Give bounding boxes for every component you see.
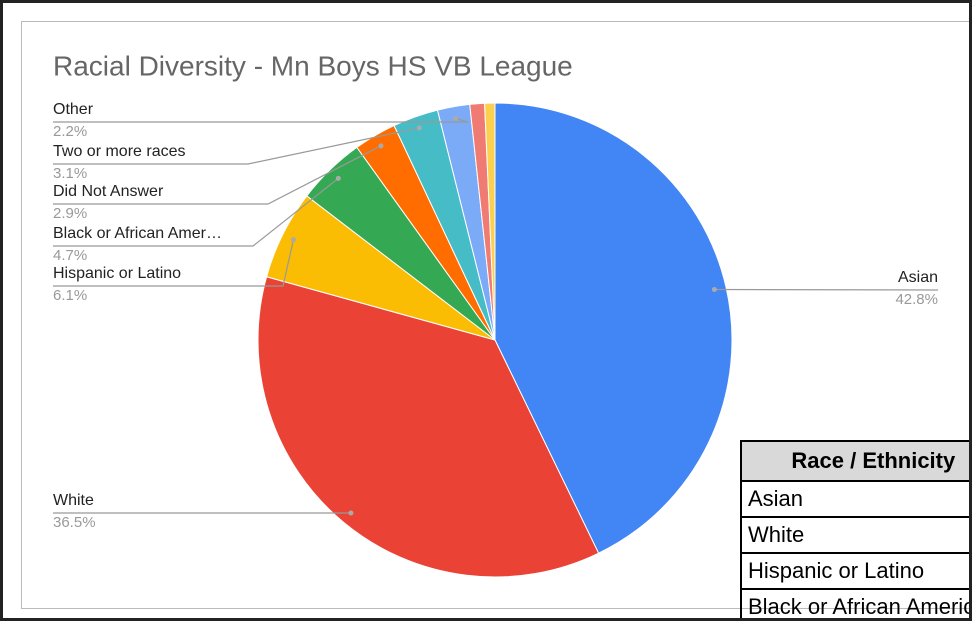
leader-line — [53, 177, 339, 247]
slice-value-label: 3.1% — [53, 165, 87, 182]
table-row: Black or African American — [740, 588, 969, 618]
table-cell: Asian — [740, 480, 969, 518]
slice-label: Hispanic or Latino — [53, 265, 181, 282]
slice-value-label: 2.9% — [53, 205, 87, 222]
leader-line — [53, 127, 420, 165]
chart: Racial Diversity - Mn Boys HS VB League … — [53, 50, 939, 578]
leader-dot — [378, 143, 384, 149]
table-header: Race / Ethnicity — [740, 440, 969, 482]
slice-label: Two or more races — [53, 143, 185, 160]
leader-dot — [711, 287, 717, 293]
leader-dot — [416, 125, 422, 131]
slice-label: Did Not Answer — [53, 183, 164, 200]
leader-dot — [348, 510, 354, 516]
slice-label: Asian — [898, 269, 938, 286]
pie-slice — [494, 102, 733, 554]
leader-line — [53, 239, 295, 287]
slice-label: Black or African Amer… — [53, 225, 222, 242]
data-table: Race / Ethnicity Asian White Hispanic or L… — [740, 440, 969, 618]
slice-value-label: 2.2% — [53, 123, 87, 140]
table-cell: Hispanic or Latino — [740, 552, 969, 590]
leader-dot — [453, 115, 459, 121]
pie-slice — [484, 102, 496, 341]
leader-dot — [335, 175, 341, 181]
slice-label: White — [53, 492, 94, 509]
leader-line — [53, 145, 382, 205]
slice-value-label: 4.7% — [53, 247, 87, 264]
slice-value-label: 36.5% — [53, 514, 96, 531]
table-cell: White — [740, 516, 969, 554]
table-row: White — [740, 516, 969, 554]
slice-label: Other — [53, 101, 94, 118]
table-row: Asian — [740, 480, 969, 518]
slice-value-label: 42.8% — [895, 291, 938, 308]
leader-dot — [290, 237, 296, 243]
chart-title: Racial Diversity - Mn Boys HS VB League — [53, 50, 573, 81]
table-row: Hispanic or Latino — [740, 552, 969, 590]
table-cell: Black or African American — [740, 588, 969, 618]
slice-value-label: 6.1% — [53, 287, 87, 304]
pie-slice — [257, 276, 600, 578]
leader-line — [53, 117, 469, 123]
